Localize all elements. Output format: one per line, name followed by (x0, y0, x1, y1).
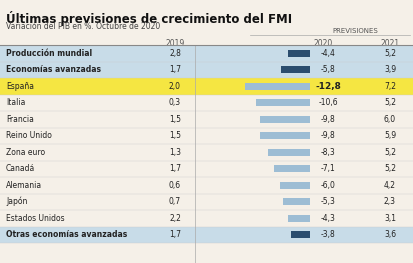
Bar (244, 83, 309, 90)
Bar (287, 49, 309, 57)
Text: -9,8: -9,8 (320, 131, 335, 140)
Text: -4,4: -4,4 (320, 49, 335, 58)
Bar (267, 149, 309, 156)
Bar (256, 99, 309, 107)
Bar (260, 132, 309, 139)
Text: Japón: Japón (6, 197, 27, 206)
Text: Reino Unido: Reino Unido (6, 131, 52, 140)
Text: Estados Unidos: Estados Unidos (6, 214, 64, 223)
Text: Variación del PIB en %. Octubre de 2020: Variación del PIB en %. Octubre de 2020 (6, 22, 160, 31)
Text: 3,1: 3,1 (383, 214, 395, 223)
Bar (0, 62, 413, 78)
Text: Últimas previsiones de crecimiento del FMI: Últimas previsiones de crecimiento del F… (6, 11, 292, 26)
Text: -6,0: -6,0 (320, 181, 335, 190)
Text: 0,6: 0,6 (169, 181, 180, 190)
Text: 1,3: 1,3 (169, 148, 180, 157)
Text: 5,2: 5,2 (383, 164, 395, 173)
Text: Italia: Italia (6, 98, 25, 107)
Text: Canadá: Canadá (6, 164, 35, 173)
Text: Economías avanzadas: Economías avanzadas (6, 65, 101, 74)
Text: -9,8: -9,8 (320, 115, 335, 124)
Text: Producción mundial: Producción mundial (6, 49, 92, 58)
Text: -10,6: -10,6 (318, 98, 337, 107)
Bar (0, 45, 413, 62)
Bar (0, 194, 413, 210)
Text: 5,2: 5,2 (383, 98, 395, 107)
Bar (282, 198, 309, 205)
Text: 0,3: 0,3 (169, 98, 180, 107)
Text: 7,2: 7,2 (383, 82, 395, 91)
Text: Zona euro: Zona euro (6, 148, 45, 157)
Text: 2020: 2020 (313, 39, 332, 48)
Text: 2019: 2019 (165, 39, 184, 48)
Text: Francia: Francia (6, 115, 34, 124)
Text: Alemania: Alemania (6, 181, 42, 190)
Bar (0, 144, 413, 160)
Text: -12,8: -12,8 (314, 82, 340, 91)
Text: -7,1: -7,1 (320, 164, 335, 173)
Bar (0, 111, 413, 128)
Text: 1,7: 1,7 (169, 65, 180, 74)
Text: 6,0: 6,0 (383, 115, 395, 124)
Text: 2,3: 2,3 (383, 197, 395, 206)
Text: 3,6: 3,6 (383, 230, 395, 239)
Bar (0, 94, 413, 111)
Text: 2,8: 2,8 (169, 49, 180, 58)
Bar (0, 210, 413, 226)
Text: Otras economías avanzadas: Otras economías avanzadas (6, 230, 127, 239)
Text: 1,7: 1,7 (169, 164, 180, 173)
Text: 0,7: 0,7 (169, 197, 180, 206)
Text: PREVISIONES: PREVISIONES (331, 28, 377, 34)
Bar (273, 165, 309, 173)
Text: 2,2: 2,2 (169, 214, 180, 223)
Text: 3,9: 3,9 (383, 65, 395, 74)
Text: 5,2: 5,2 (383, 148, 395, 157)
Text: 1,5: 1,5 (169, 131, 180, 140)
Bar (0, 226, 413, 243)
Bar (0, 160, 413, 177)
Text: 1,5: 1,5 (169, 115, 180, 124)
Bar (0, 78, 413, 94)
Bar (0, 177, 413, 194)
Bar (287, 215, 309, 222)
Text: -3,8: -3,8 (320, 230, 335, 239)
Text: 2,0: 2,0 (169, 82, 180, 91)
Bar (260, 115, 309, 123)
Text: -5,3: -5,3 (320, 197, 335, 206)
Text: 5,2: 5,2 (383, 49, 395, 58)
Text: 5,9: 5,9 (383, 131, 395, 140)
Bar (0, 128, 413, 144)
Bar (279, 181, 309, 189)
Text: -4,3: -4,3 (320, 214, 335, 223)
Bar (290, 231, 309, 239)
Text: España: España (6, 82, 34, 91)
Text: 1,7: 1,7 (169, 230, 180, 239)
Text: 4,2: 4,2 (383, 181, 395, 190)
Text: -5,8: -5,8 (320, 65, 335, 74)
Text: 2021: 2021 (380, 39, 399, 48)
Bar (280, 66, 309, 73)
Text: -8,3: -8,3 (320, 148, 335, 157)
